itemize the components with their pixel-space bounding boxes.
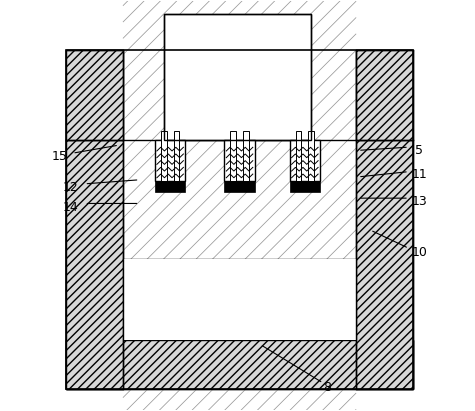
Bar: [356, 51, 413, 140]
Text: 5: 5: [415, 144, 423, 157]
Text: 14: 14: [62, 201, 78, 214]
Bar: [155, 140, 185, 181]
Bar: [290, 140, 320, 181]
Bar: [164, 14, 311, 140]
Bar: [123, 140, 356, 340]
Bar: [173, 131, 179, 181]
Bar: [356, 140, 413, 389]
Bar: [290, 181, 320, 192]
Bar: [356, 140, 413, 389]
Bar: [308, 131, 314, 181]
Bar: [66, 51, 123, 140]
Bar: [224, 181, 255, 192]
Bar: [66, 340, 413, 389]
Bar: [224, 140, 255, 181]
Bar: [164, 14, 311, 140]
Bar: [66, 140, 123, 389]
Bar: [230, 131, 236, 181]
Bar: [66, 140, 123, 389]
Bar: [243, 131, 248, 181]
Bar: [356, 51, 413, 140]
Bar: [123, 140, 356, 340]
Bar: [66, 340, 413, 389]
Bar: [66, 340, 413, 389]
Text: 11: 11: [411, 169, 427, 181]
Bar: [161, 131, 167, 181]
Bar: [66, 51, 123, 140]
Text: 8: 8: [323, 381, 331, 394]
Text: 15: 15: [52, 150, 68, 163]
Bar: [356, 140, 413, 389]
Text: 10: 10: [411, 246, 427, 259]
Bar: [66, 140, 123, 389]
Bar: [123, 259, 356, 340]
Bar: [296, 131, 302, 181]
Bar: [155, 181, 185, 192]
Text: 13: 13: [411, 195, 427, 208]
Bar: [66, 51, 413, 389]
Text: 12: 12: [62, 180, 78, 194]
